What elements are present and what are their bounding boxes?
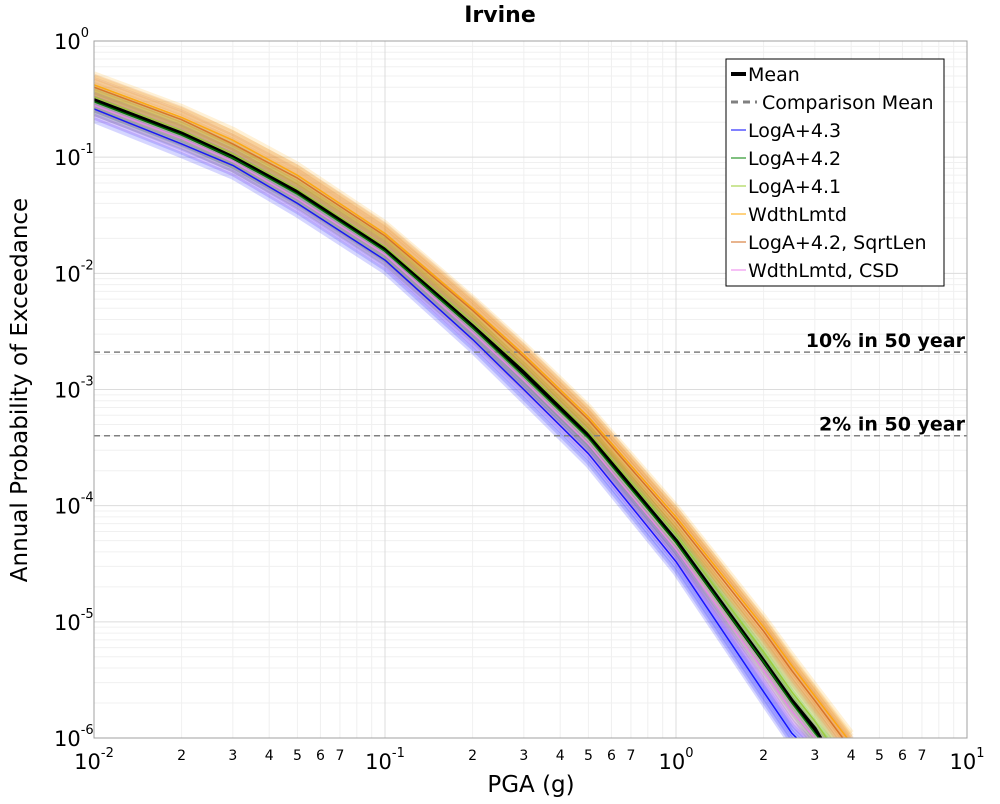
series-band-line (94, 71, 854, 735)
x-minor-tick-label: 4 (556, 748, 565, 764)
series-band-line (94, 95, 826, 738)
y-tick-label: 10-4 (54, 491, 94, 519)
x-tick-label: 100 (658, 746, 693, 774)
series-band-line (94, 89, 846, 738)
series-lines (94, 84, 849, 738)
y-axis-label: Annual Probability of Exceedance (7, 198, 33, 582)
legend-label: LogA+4.3 (748, 120, 841, 142)
y-tick-label: 10-5 (54, 607, 94, 635)
series-line (94, 100, 820, 738)
series-line (94, 98, 823, 738)
y-tick-label: 100 (54, 26, 89, 54)
legend-label: WdthLmtd, CSD (748, 260, 899, 282)
series-band-line (94, 110, 814, 738)
legend-label: Comparison Mean (762, 92, 934, 114)
legend-label: Mean (748, 64, 800, 86)
x-minor-tick-label: 3 (519, 748, 528, 764)
series-band-line (94, 101, 825, 738)
series-band-line (94, 106, 817, 738)
x-axis-label: PGA (g) (487, 772, 574, 798)
grid (93, 40, 968, 739)
series-band-line (94, 102, 819, 738)
x-minor-tick-label: 2 (177, 748, 186, 764)
series-band-line (94, 98, 823, 738)
x-minor-tick-label: 6 (898, 748, 907, 764)
x-minor-tick-label: 5 (293, 748, 302, 764)
series-line (94, 86, 844, 738)
x-minor-tick-label: 2 (468, 748, 477, 764)
chart-title: Irvine (464, 3, 536, 28)
x-tick-label: 10-2 (74, 746, 114, 774)
series-band-line (94, 88, 844, 738)
series-band-line (94, 95, 812, 738)
series-band-line (94, 93, 843, 738)
reference-line-label: 10% in 50 year (806, 330, 966, 352)
series-band-line (94, 99, 809, 738)
legend-label: WdthLmtd (748, 204, 847, 226)
series-band-line (94, 95, 824, 738)
legend-label: LogA+4.2, SqrtLen (748, 232, 927, 254)
plot-frame (93, 40, 968, 739)
series-band-line (94, 94, 831, 738)
x-minor-tick-label: 3 (228, 748, 237, 764)
reference-lines: 10% in 50 year 2% in 50 year (94, 330, 967, 437)
series-band-line (94, 102, 805, 738)
series-band-line (94, 91, 841, 738)
series-band-line (94, 98, 822, 738)
x-minor-tick-label: 7 (626, 748, 635, 764)
series-band-line (94, 117, 792, 738)
x-minor-tick-label: 3 (810, 748, 819, 764)
legend-label: LogA+4.2 (748, 148, 841, 170)
x-minor-tick-label: 6 (607, 748, 616, 764)
legend: Mean Comparison Mean LogA+4.3 LogA+4.2 LogA+… (725, 58, 945, 287)
series-band-line (94, 77, 852, 738)
series-line (94, 104, 816, 738)
legend-label: LogA+4.1 (748, 176, 841, 198)
reference-line-label: 2% in 50 year (819, 414, 966, 436)
series-line (94, 96, 828, 738)
x-tick-label: 101 (949, 746, 984, 774)
series-band-line (94, 78, 854, 738)
x-minor-tick-label: 6 (316, 748, 325, 764)
x-minor-tick-label: 7 (917, 748, 926, 764)
series-band-line (94, 90, 833, 738)
x-minor-tick-label: 5 (584, 748, 593, 764)
x-minor-tick-label: 7 (335, 748, 344, 764)
series-band-line (94, 109, 798, 738)
y-tick-label: 10-3 (54, 375, 94, 403)
y-tick-label: 10-6 (54, 723, 94, 751)
series-band-line (94, 74, 854, 738)
series-line (94, 84, 849, 738)
series-band-line (94, 73, 854, 738)
y-tick-label: 10-1 (54, 142, 94, 170)
series-band-line (94, 109, 813, 738)
series-band-line (94, 97, 828, 738)
x-minor-tick-label: 4 (847, 748, 856, 764)
series-band-line (94, 91, 829, 738)
series-band-line (94, 105, 823, 738)
y-tick-label: 10-2 (54, 258, 94, 286)
legend-box (725, 58, 945, 287)
series-band-line (94, 113, 810, 738)
x-tick-label: 10-1 (365, 746, 405, 774)
series-band-line (94, 106, 801, 738)
series-line (94, 108, 798, 738)
x-minor-tick-label: 2 (759, 748, 768, 764)
series-band-line (94, 87, 836, 738)
series-band-line (94, 113, 794, 738)
series-band-line (94, 106, 816, 738)
x-minor-tick-label: 5 (875, 748, 884, 764)
x-minor-tick-label: 4 (265, 748, 274, 764)
